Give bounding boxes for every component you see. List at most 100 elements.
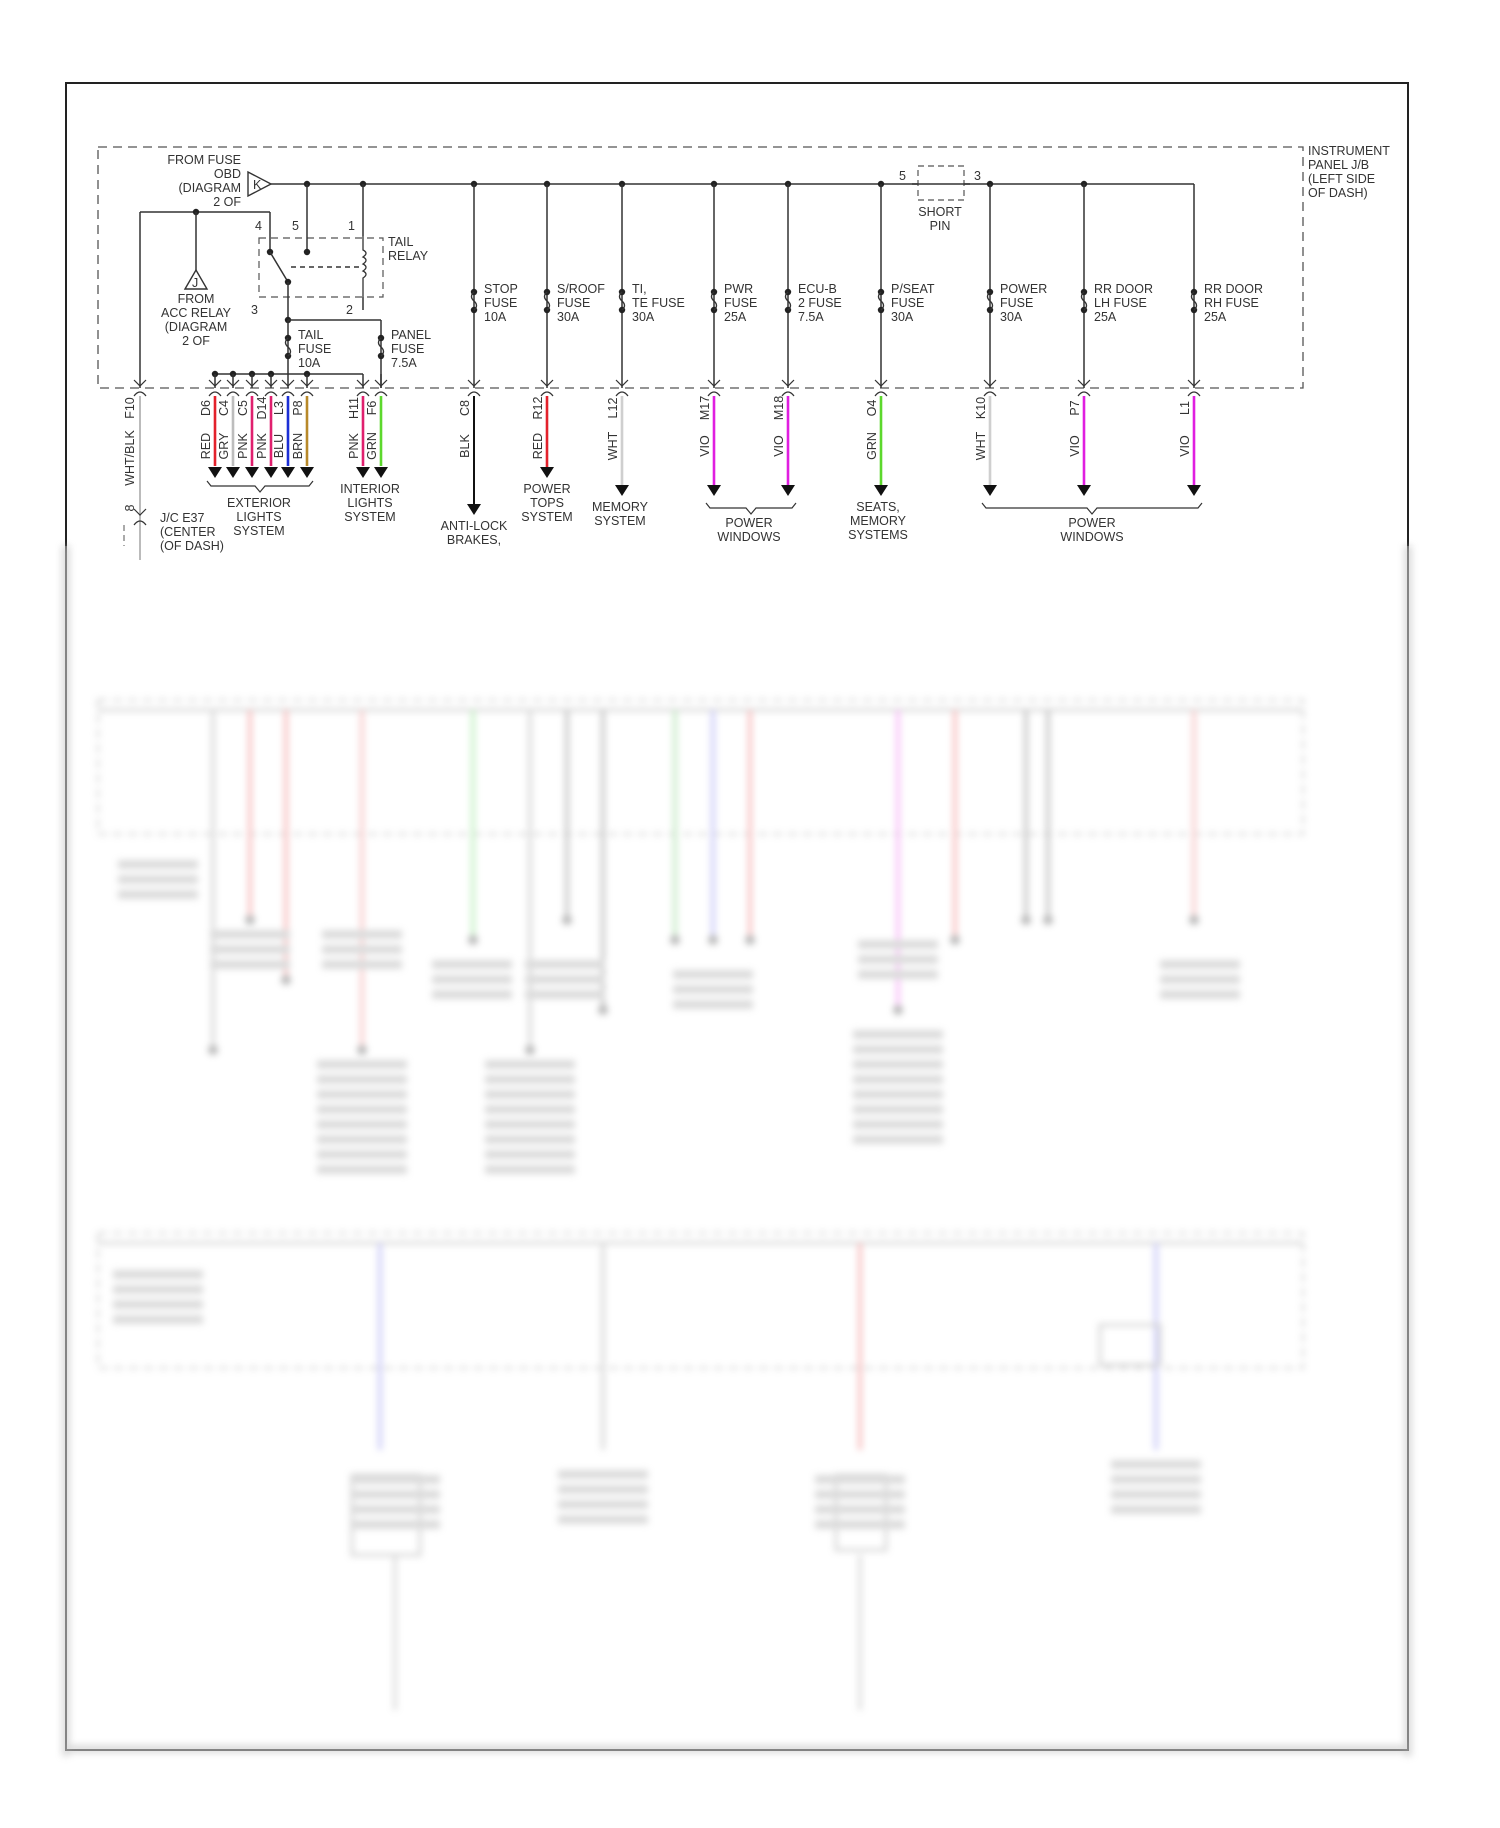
jc-e37-label: J/C E37 — [160, 511, 205, 525]
blurred-shape — [673, 985, 753, 994]
fuse-label-5: P/SEAT — [891, 282, 935, 296]
jc-e37-label: (CENTER — [160, 525, 216, 539]
blurred-shape — [317, 1060, 407, 1069]
arrow-L1 — [1187, 485, 1201, 496]
blurred-shape — [317, 1105, 407, 1114]
connector-male-icon — [615, 379, 629, 387]
arrow-C5 — [245, 467, 259, 478]
arrow-C4 — [226, 467, 240, 478]
dest-label-0: BRAKES, — [447, 533, 501, 547]
blurred-shape — [485, 1165, 575, 1174]
arrow-L12 — [615, 485, 629, 496]
relay-pin-number: 2 — [346, 303, 353, 317]
connector-female-icon — [300, 391, 314, 397]
power-windows-dest: WINDOWS — [1060, 530, 1123, 544]
blurred-shape — [853, 1030, 943, 1039]
power-windows-dest: WINDOWS — [717, 530, 780, 544]
connector-female-icon — [208, 391, 222, 397]
blurred-shape — [525, 975, 605, 984]
connector-male-icon — [374, 379, 388, 387]
connector-label: L3 — [272, 401, 286, 415]
fuse-icon — [710, 291, 718, 311]
arrow-H11 — [356, 467, 370, 478]
fuse-label-2: TI, — [632, 282, 647, 296]
blurred-shape — [815, 1490, 905, 1499]
blurred-shape — [858, 970, 938, 979]
f10-connector-label: F10 — [123, 397, 137, 419]
blurred-shape — [1111, 1505, 1201, 1514]
fuse-label-2: TE FUSE — [632, 296, 685, 310]
tail-fuse-icon — [284, 337, 292, 357]
connector-female-icon — [540, 391, 554, 397]
wire-color-label: RED — [199, 433, 213, 459]
fuse-label-5: 30A — [891, 310, 914, 324]
source-j-label: (DIAGRAM — [165, 320, 228, 334]
arrow-F6 — [374, 467, 388, 478]
exterior-lights-dest: LIGHTS — [236, 510, 281, 524]
source-k-triangle-icon — [247, 170, 273, 198]
wire-color-label: RED — [531, 433, 545, 459]
blurred-shape — [432, 975, 512, 984]
blurred-shape — [562, 915, 572, 925]
connector-label: C4 — [217, 400, 231, 416]
connector-male-icon — [1077, 379, 1091, 387]
connector-label: O4 — [865, 400, 879, 417]
blurred-shape — [485, 1105, 575, 1114]
fuse-label-4: 7.5A — [798, 310, 824, 324]
blurred-shape — [708, 935, 718, 945]
panel-fuse-label: FUSE — [391, 342, 424, 356]
blurred-shape — [525, 990, 605, 999]
tail-fuse-label: TAIL — [298, 328, 324, 342]
connector-female-icon — [1187, 391, 1201, 397]
connector-label: D14 — [255, 396, 269, 419]
blurred-shape — [558, 1500, 648, 1509]
relay-switch-arm — [269, 251, 289, 283]
wire-color-label: GRY — [217, 432, 231, 460]
connector-male-icon — [874, 379, 888, 387]
blurred-shape — [558, 1485, 648, 1494]
wire-color-label: VIO — [772, 435, 786, 457]
blurred-shape — [853, 1045, 943, 1054]
connector-female-icon — [707, 391, 721, 397]
connector-male-icon — [540, 379, 554, 387]
blurred-shape — [853, 1105, 943, 1114]
wire-color-label: PNK — [236, 432, 250, 458]
blurred-shape — [815, 1520, 905, 1529]
blurred-shape — [432, 990, 512, 999]
arrow-O4 — [874, 485, 888, 496]
wire-color-label: WHT — [974, 431, 988, 460]
short-pin-label: PIN — [930, 219, 951, 233]
arrow-M18 — [781, 485, 795, 496]
brace — [705, 502, 797, 515]
blurred-shape — [113, 1315, 203, 1324]
blurred-shape — [745, 935, 755, 945]
connector-label: L1 — [1178, 401, 1192, 415]
fuse-icon — [470, 291, 478, 311]
blurred-shape — [485, 1120, 575, 1129]
blurred-shape — [558, 1515, 648, 1524]
connector-female-icon — [467, 391, 481, 397]
fuse-icon — [784, 291, 792, 311]
connector-female-icon — [281, 391, 295, 397]
dest-label-1: SYSTEM — [521, 510, 572, 524]
connector-female-icon — [1077, 391, 1091, 397]
blurred-shape — [525, 1045, 535, 1055]
connector-male-icon — [245, 379, 259, 387]
blurred-shape — [525, 960, 605, 969]
power-windows-dest: POWER — [1068, 516, 1115, 530]
blurred-shape — [815, 1475, 905, 1484]
blurred-shape — [1404, 546, 1412, 1756]
connector-male-icon — [1187, 379, 1201, 387]
blurred-shape — [317, 1120, 407, 1129]
fuse-label-3: PWR — [724, 282, 753, 296]
connector-male-icon — [707, 379, 721, 387]
blurred-shape — [210, 930, 290, 939]
wire-color-label: BLU — [272, 434, 286, 458]
blurred-shape — [1111, 1475, 1201, 1484]
source-k-letter: K — [253, 178, 262, 192]
blurred-shape — [113, 1270, 203, 1279]
fuse-label-6: POWER — [1000, 282, 1047, 296]
dest-label-5: SEATS, — [856, 500, 900, 514]
connector-female-icon — [615, 391, 629, 397]
fuse-label-3: FUSE — [724, 296, 757, 310]
